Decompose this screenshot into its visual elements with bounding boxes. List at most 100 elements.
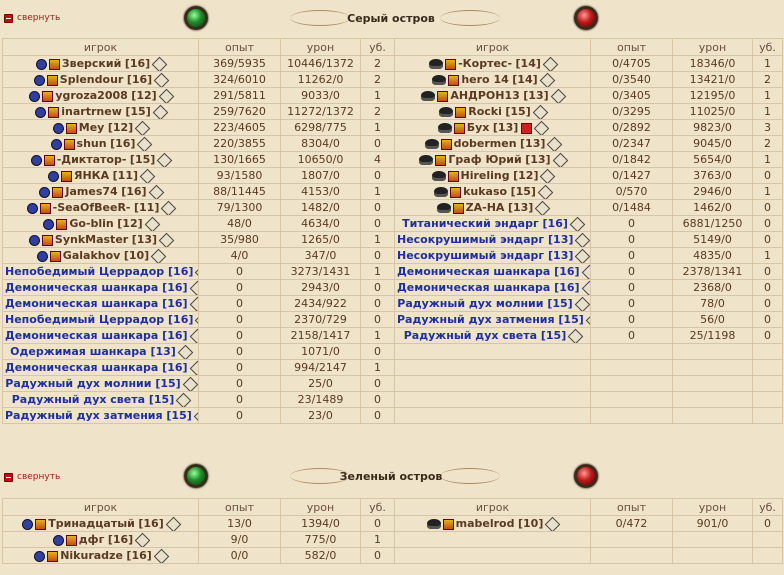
info-icon[interactable] <box>134 532 151 547</box>
player-name-link[interactable]: Радужный дух затмения <box>397 313 555 326</box>
player-name-link[interactable]: Бух <box>466 121 490 134</box>
player-name-link[interactable]: Непобедимый Церрадор <box>5 265 165 278</box>
player-name-link[interactable]: Непобедимый Церрадор <box>5 313 165 326</box>
player-name-link[interactable]: James74 <box>65 185 118 198</box>
player-name-link[interactable]: ЯНКА <box>73 169 110 182</box>
player-name-link[interactable]: Радужный дух молнии <box>5 377 152 390</box>
player-name-link[interactable]: dobermen <box>453 137 517 150</box>
info-icon[interactable] <box>539 72 555 87</box>
player-name-link[interactable]: Демоническая шанкара <box>397 265 551 278</box>
player-name-link[interactable]: Радужный дух света <box>11 393 146 406</box>
info-icon[interactable] <box>152 104 169 119</box>
info-icon[interactable] <box>148 184 164 199</box>
player-name-link[interactable]: Одержимая шанкара <box>10 345 147 358</box>
info-icon[interactable] <box>550 88 566 103</box>
player-name-link[interactable]: mabelrod <box>455 517 515 530</box>
info-icon[interactable] <box>195 264 198 279</box>
info-icon[interactable] <box>151 56 168 71</box>
player-name-link[interactable]: Nikuradze <box>60 549 123 562</box>
info-icon[interactable] <box>150 248 167 263</box>
player-name-link[interactable]: АНДРОН13 <box>450 89 520 102</box>
info-icon[interactable] <box>574 296 590 311</box>
player-name-link[interactable]: Mey <box>78 121 105 134</box>
info-icon[interactable] <box>542 56 559 71</box>
damage-cell: 8304/0 <box>280 135 361 152</box>
info-icon[interactable] <box>547 136 563 151</box>
player-name-link[interactable]: Радужный дух молнии <box>397 297 544 310</box>
info-icon[interactable] <box>195 312 198 327</box>
info-icon[interactable] <box>165 516 182 531</box>
info-icon[interactable] <box>585 312 590 327</box>
info-icon[interactable] <box>533 120 550 135</box>
info-icon[interactable] <box>552 152 568 167</box>
damage-value: 1394/0 <box>301 517 340 530</box>
player-name-link[interactable]: ygroza2008 <box>55 89 128 102</box>
info-icon[interactable] <box>182 376 198 391</box>
clan-emblem-icon <box>48 58 60 70</box>
player-name-link[interactable]: Зверский <box>61 57 122 70</box>
player-name-link[interactable]: Демоническая шанкара <box>397 281 551 294</box>
player-name-link[interactable]: hero 14 <box>461 73 509 86</box>
info-icon[interactable] <box>144 216 160 231</box>
info-icon[interactable] <box>158 232 175 247</box>
player-name-link[interactable]: kukaso <box>463 185 508 198</box>
info-icon[interactable] <box>193 408 198 423</box>
player-name-link[interactable]: дфг <box>78 533 105 546</box>
player-name-link[interactable]: Титанический эндарг <box>402 217 539 230</box>
player-name-link[interactable]: Hireling <box>460 169 510 182</box>
player-name-link[interactable]: Go-blin <box>69 217 114 230</box>
info-icon[interactable] <box>535 200 551 215</box>
info-icon[interactable] <box>532 104 549 119</box>
info-icon[interactable] <box>575 248 590 263</box>
info-icon[interactable] <box>158 88 174 103</box>
player-name-link[interactable]: Радужный дух света <box>403 329 538 342</box>
clan-emblem-icon <box>435 154 447 166</box>
info-icon[interactable] <box>175 392 192 407</box>
player-name-link[interactable]: Rocki <box>468 105 502 118</box>
info-icon[interactable] <box>189 280 198 295</box>
info-icon[interactable] <box>581 280 590 295</box>
player-name-link[interactable]: Демоническая шанкара <box>5 361 159 374</box>
player-name-link[interactable]: Граф Юрий <box>448 153 522 166</box>
player-name-link[interactable]: Galakhov <box>62 249 121 262</box>
player-name-link[interactable]: Демоническая шанкара <box>5 329 159 342</box>
info-icon[interactable] <box>153 72 170 87</box>
collapse-link[interactable]: свернуть <box>4 472 60 482</box>
info-icon[interactable] <box>189 360 198 375</box>
info-icon[interactable] <box>537 184 554 199</box>
info-icon[interactable] <box>137 136 153 151</box>
player-name-link[interactable]: -SeaOfBeeR- <box>52 201 131 214</box>
info-icon[interactable] <box>139 168 156 183</box>
info-icon[interactable] <box>569 216 586 231</box>
info-icon[interactable] <box>189 328 198 343</box>
info-icon[interactable] <box>189 296 198 311</box>
skull-alignment-icon <box>439 107 454 117</box>
info-icon[interactable] <box>545 516 561 531</box>
info-icon[interactable] <box>134 120 151 135</box>
exp-cell: 0/1484 <box>590 199 673 216</box>
player-name-link[interactable]: -Диктатор- <box>56 153 127 166</box>
player-name-link[interactable]: shun <box>76 137 107 150</box>
player-name-link[interactable]: Несокрушимый эндарг <box>397 233 545 246</box>
info-icon[interactable] <box>567 328 584 343</box>
player-name-link[interactable]: SynkMaster <box>54 233 129 246</box>
player-name-link[interactable]: Демоническая шанкара <box>5 281 159 294</box>
info-icon[interactable] <box>177 344 194 359</box>
info-icon[interactable] <box>540 168 556 183</box>
player-name-link[interactable]: ZA-HA <box>465 201 505 214</box>
player-name-link[interactable]: inartrnew <box>61 105 122 118</box>
info-icon[interactable] <box>161 200 177 215</box>
player-level: [16] <box>138 517 164 530</box>
player-name-link[interactable]: Splendour <box>59 73 124 86</box>
player-name-link[interactable]: Демоническая шанкара <box>5 297 159 310</box>
info-icon[interactable] <box>153 548 170 563</box>
info-icon[interactable] <box>157 152 173 167</box>
player-name-link[interactable]: Несокрушимый эндарг <box>397 249 545 262</box>
player-name-link[interactable]: Радужный дух затмения <box>5 409 163 422</box>
header-player: игрок <box>394 498 591 516</box>
info-icon[interactable] <box>581 264 590 279</box>
info-icon[interactable] <box>575 232 590 247</box>
player-name-link[interactable]: Тринадцатый <box>48 517 135 530</box>
collapse-link[interactable]: свернуть <box>4 13 60 23</box>
player-name-link[interactable]: -Кортес- <box>458 57 513 70</box>
